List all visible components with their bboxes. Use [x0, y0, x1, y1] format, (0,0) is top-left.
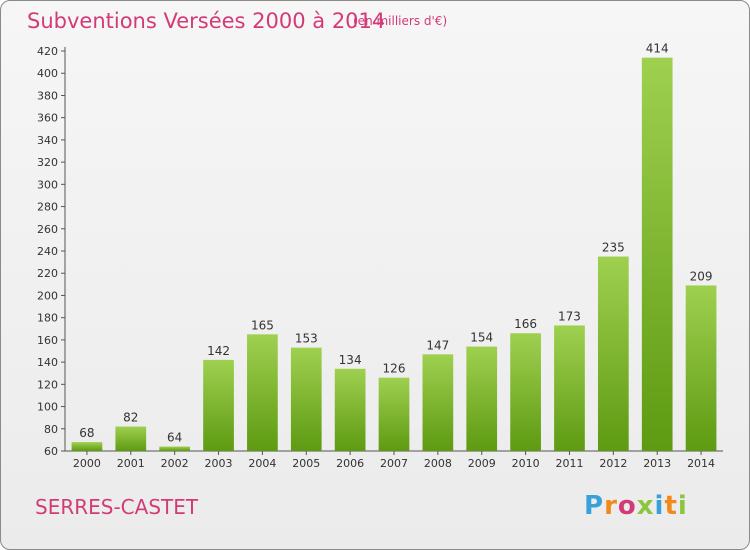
bar-2006 — [334, 368, 366, 451]
labels: 2000 68 2001 82 2002 64 2003 142 2004 165 2005 153 2… — [73, 42, 715, 470]
y-tick-label: 180 — [37, 312, 58, 325]
y-tick-label: 400 — [37, 67, 58, 80]
y-tick-label: 300 — [37, 178, 58, 191]
value-label: 134 — [339, 353, 362, 367]
value-label: 82 — [123, 411, 138, 425]
bar-2005 — [290, 347, 322, 451]
bar-2001 — [115, 426, 147, 451]
logo-letter: r — [604, 491, 618, 521]
value-label: 209 — [690, 269, 713, 283]
y-tick-label: 200 — [37, 289, 58, 302]
y-tick-label: 240 — [37, 245, 58, 258]
x-tick-label: 2013 — [643, 457, 671, 470]
value-label: 166 — [514, 317, 537, 331]
y-tick-label: 260 — [37, 223, 58, 236]
y-tick-label: 280 — [37, 201, 58, 214]
y-tick-label: 420 — [37, 45, 58, 58]
bar-2011 — [554, 325, 585, 451]
x-tick-label: 2006 — [336, 457, 364, 470]
y-tick-label: 340 — [37, 134, 58, 147]
x-tick-label: 2014 — [687, 457, 715, 470]
y-tick-label: 140 — [37, 356, 58, 369]
bar-2014 — [685, 285, 717, 451]
y-tick-label: 60 — [44, 445, 58, 458]
x-tick-label: 2010 — [512, 457, 540, 470]
bar-2012 — [597, 256, 629, 451]
logo-letter: i — [677, 491, 688, 521]
proxiti-logo[interactable]: Proxiti — [584, 491, 688, 521]
x-tick-label: 2002 — [161, 457, 189, 470]
y-tick-label: 80 — [44, 423, 58, 436]
bar-2010 — [510, 333, 541, 451]
x-tick-label: 2008 — [424, 457, 452, 470]
x-tick-label: 2001 — [117, 457, 145, 470]
commune-name: SERRES-CASTET — [35, 495, 199, 519]
bar-2002 — [159, 446, 191, 451]
y-tick-label: 380 — [37, 89, 58, 102]
y-tick-label: 120 — [37, 378, 58, 391]
y-tick-label: 220 — [37, 267, 58, 280]
x-tick-label: 2000 — [73, 457, 101, 470]
logo-letter: x — [636, 491, 655, 521]
value-label: 64 — [167, 431, 182, 445]
value-label: 147 — [426, 338, 449, 352]
y-tick-label: 360 — [37, 112, 58, 125]
y-tick-label: 160 — [37, 334, 58, 347]
value-label: 142 — [207, 344, 230, 358]
y-tick-label: 320 — [37, 156, 58, 169]
value-label: 126 — [383, 362, 406, 376]
value-label: 235 — [602, 241, 625, 255]
x-tick-label: 2009 — [468, 457, 496, 470]
x-tick-label: 2007 — [380, 457, 408, 470]
bar-2000 — [71, 442, 103, 451]
x-tick-label: 2003 — [205, 457, 233, 470]
x-tick-label: 2011 — [555, 457, 583, 470]
bar-2013 — [641, 57, 673, 452]
x-tick-label: 2012 — [599, 457, 627, 470]
bar-2004 — [247, 334, 278, 451]
value-label: 153 — [295, 332, 318, 346]
value-label: 414 — [646, 42, 669, 56]
logo-letter: i — [654, 491, 665, 521]
chart-title: Subventions Versées 2000 à 2014 — [27, 9, 386, 33]
axes: 60 80 100 120 140 160 180 200 220 240 260 280 300 320… — [37, 45, 723, 458]
x-tick-label: 2004 — [248, 457, 276, 470]
value-label: 173 — [558, 309, 581, 323]
value-label: 165 — [251, 318, 274, 332]
logo-letter: t — [664, 491, 678, 521]
logo-letter: o — [617, 491, 637, 521]
value-label: 68 — [79, 426, 94, 440]
bar-2003 — [203, 359, 234, 451]
bar-2007 — [378, 377, 410, 451]
bars — [71, 57, 717, 452]
y-tick-label: 100 — [37, 401, 58, 414]
value-label: 154 — [470, 331, 493, 345]
chart-subtitle: (en milliers d'€) — [353, 14, 448, 28]
logo-letter: P — [584, 491, 605, 521]
x-tick-label: 2005 — [292, 457, 320, 470]
bar-2009 — [466, 346, 498, 451]
bar-2008 — [422, 354, 454, 451]
